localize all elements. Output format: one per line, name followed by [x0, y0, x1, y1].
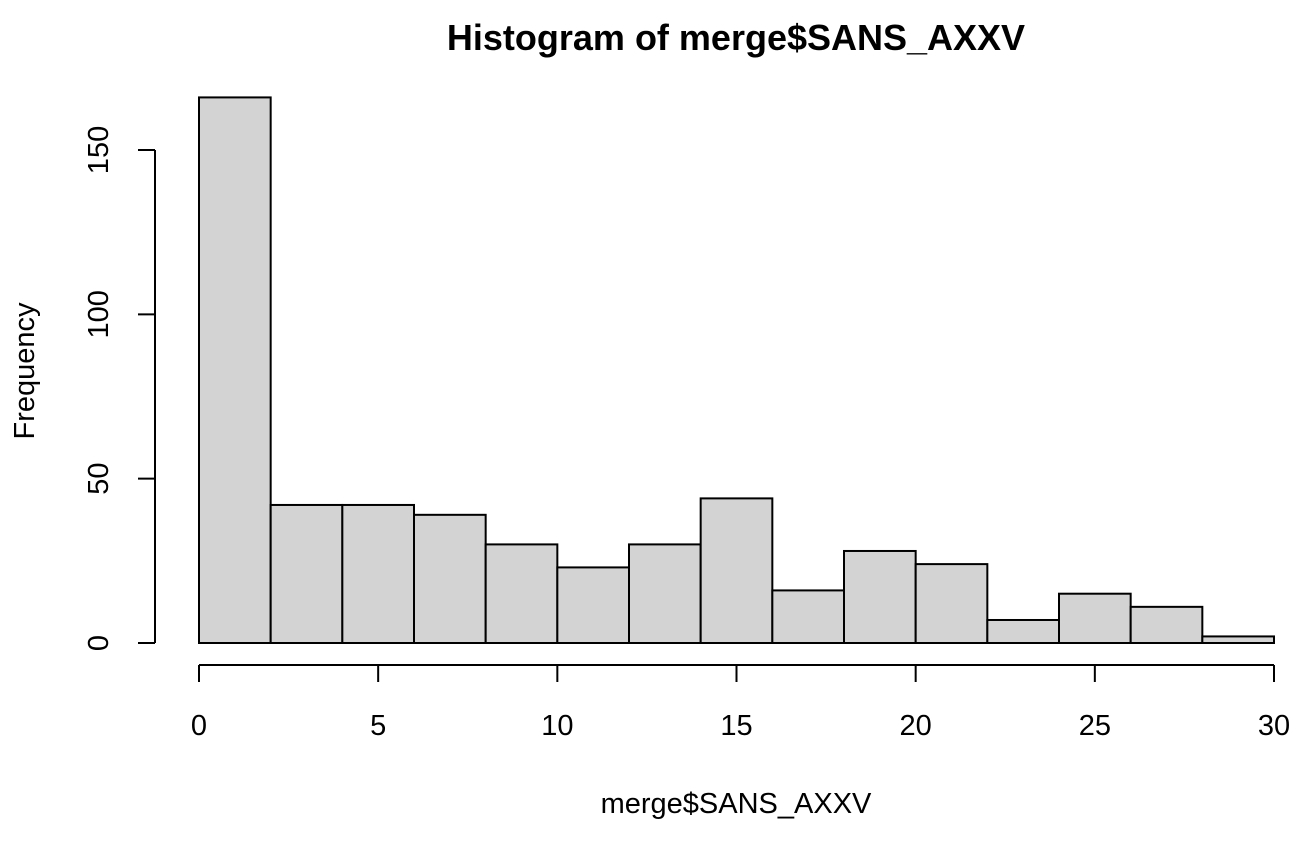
y-axis-label: Frequency [9, 302, 41, 440]
histogram-bar [269, 503, 344, 644]
chart-title: Histogram of merge$SANS_AXXV [447, 17, 1025, 58]
histogram-bar [986, 618, 1060, 645]
x-tick-label: 15 [720, 710, 752, 742]
x-axis-label: merge$SANS_AXXV [601, 788, 872, 820]
histogram-bar [699, 497, 774, 644]
x-tick-label: 25 [1079, 710, 1111, 742]
bars-group [198, 96, 1276, 645]
histogram-bar [484, 543, 559, 645]
x-tick-label: 20 [900, 710, 932, 742]
y-axis: 0 50 100 150 [83, 126, 156, 651]
histogram-bar [413, 513, 487, 644]
histogram-bar [341, 503, 416, 644]
x-tick-label: 30 [1258, 710, 1290, 742]
histogram-bar [198, 96, 272, 644]
x-tick-label: 0 [191, 710, 207, 742]
histogram-bar [843, 549, 917, 644]
histogram-bar [914, 563, 989, 644]
histogram-bar [1201, 635, 1276, 645]
x-axis: 0 5 10 15 20 25 30 [191, 664, 1290, 742]
x-tick-label: 5 [370, 710, 386, 742]
x-tick-label: 10 [541, 710, 573, 742]
y-tick-label: 100 [83, 290, 115, 338]
y-tick-label: 0 [83, 635, 115, 651]
histogram-bar [1058, 592, 1132, 645]
histogram-bar [628, 543, 702, 645]
y-tick-label: 50 [83, 463, 115, 495]
histogram-bar [556, 566, 630, 645]
histogram-bar [771, 589, 845, 644]
histogram-bar [1129, 605, 1204, 645]
y-tick-label: 150 [83, 126, 115, 174]
